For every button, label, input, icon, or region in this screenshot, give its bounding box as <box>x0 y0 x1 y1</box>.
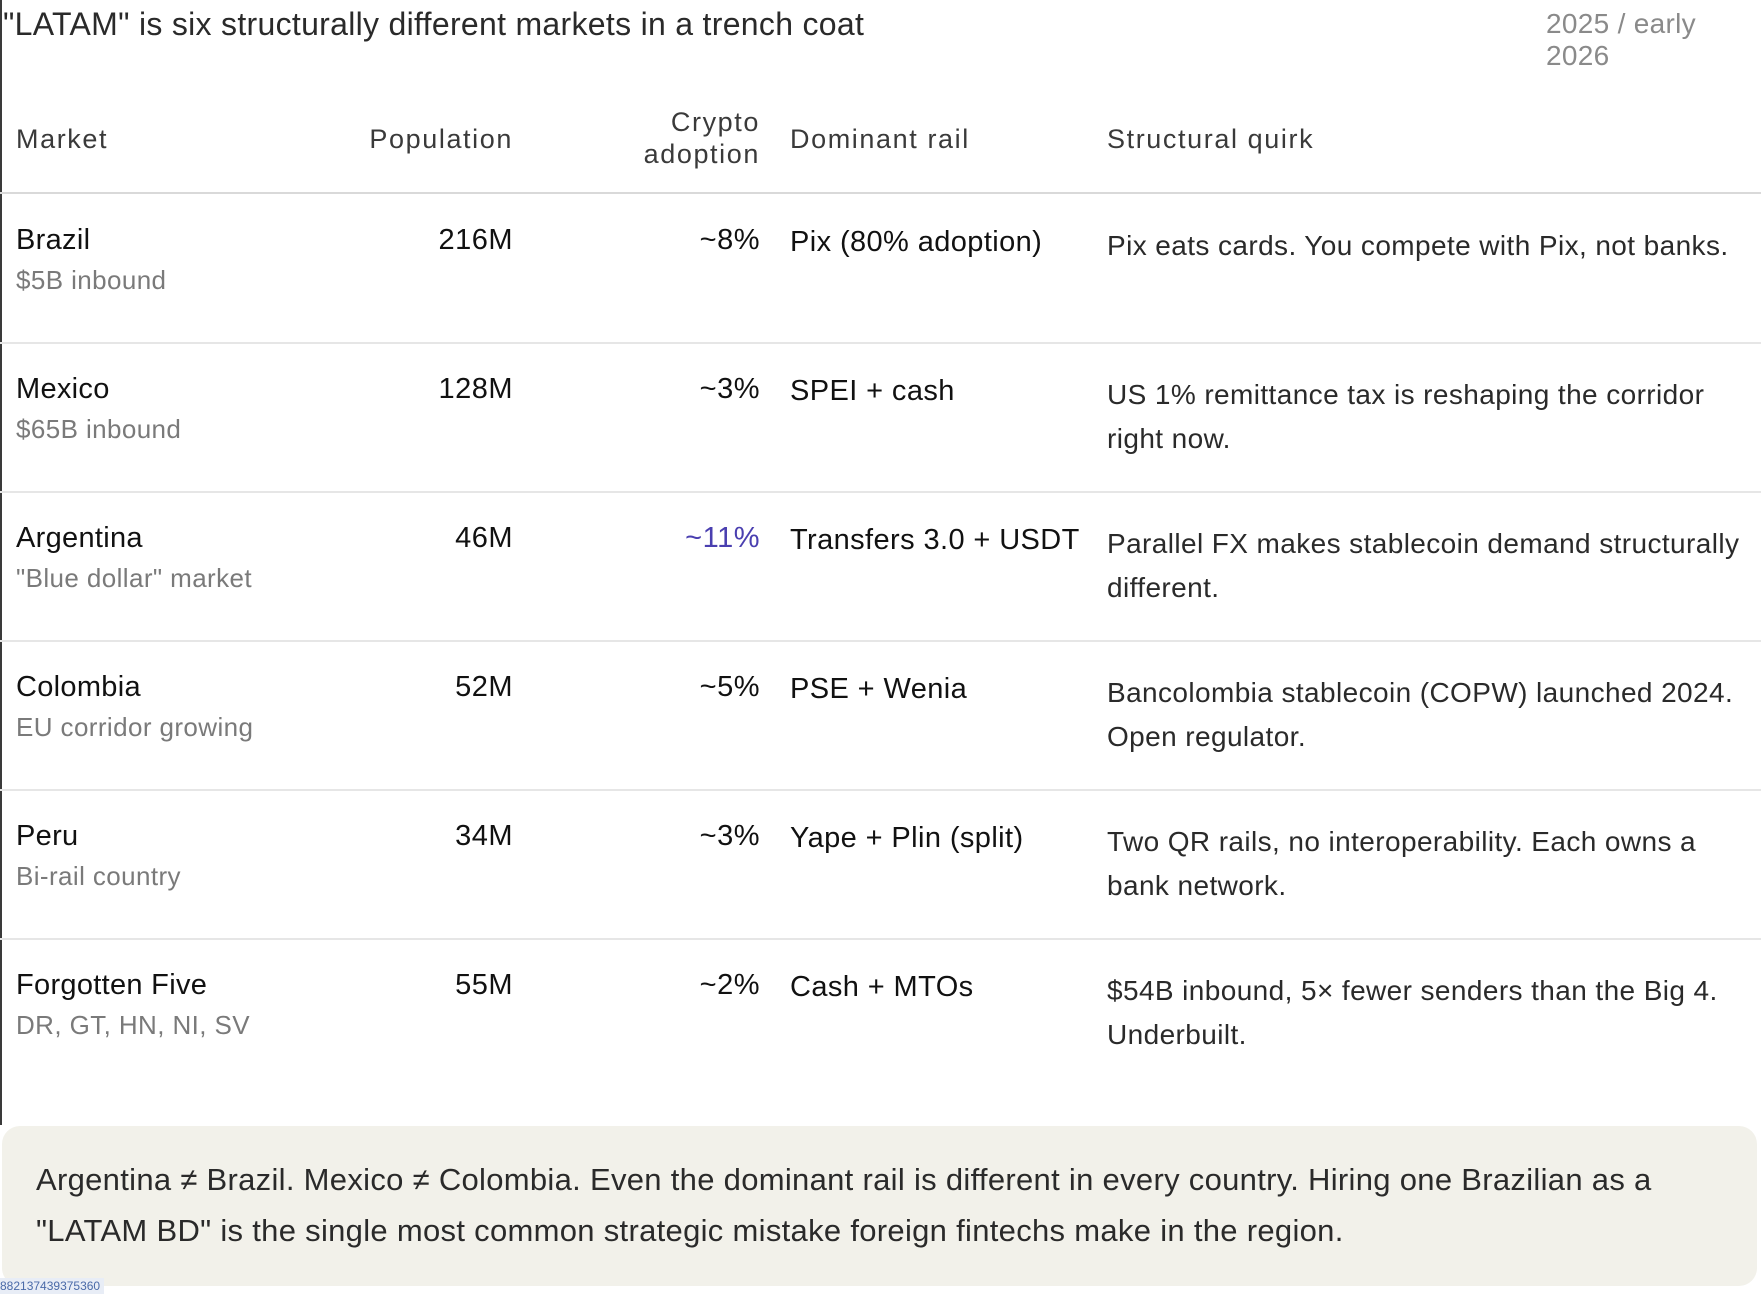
crypto-adoption-value: ~3% <box>699 820 760 852</box>
structural-quirk-value: US 1% remittance tax is reshaping the co… <box>1107 379 1705 454</box>
population-value: 34M <box>455 820 513 852</box>
market-note: EU corridor growing <box>16 712 254 742</box>
dominant-rail-value: Transfers 3.0 + USDT <box>790 524 1080 556</box>
population-value: 128M <box>438 373 513 405</box>
crypto-adoption-value: ~5% <box>699 671 760 703</box>
dominant-rail-value: Yape + Plin (split) <box>790 822 1024 854</box>
table-row: Mexico $65B inbound 128M ~3% SPEI + cash… <box>0 343 1761 493</box>
date-label: 2025 / early 2026 <box>1546 8 1696 71</box>
header-dominant-rail: Dominant rail <box>790 124 970 154</box>
header-market: Market <box>16 124 109 154</box>
market-note: Bi-rail country <box>16 861 181 891</box>
market-name: Forgotten Five <box>16 969 208 1001</box>
table-row: Forgotten Five DR, GT, HN, NI, SV 55M ~2… <box>0 939 1761 1087</box>
structural-quirk-value: Parallel FX makes stablecoin demand stru… <box>1107 528 1740 603</box>
population-value: 46M <box>455 522 513 554</box>
dominant-rail-value: Pix (80% adoption) <box>790 226 1043 258</box>
market-name: Peru <box>16 820 79 852</box>
structural-quirk-value: Two QR rails, no interoperability. Each … <box>1107 826 1697 901</box>
market-note: $5B inbound <box>16 265 167 295</box>
table-row: Peru Bi-rail country 34M ~3% Yape + Plin… <box>0 790 1761 940</box>
dominant-rail-value: SPEI + cash <box>790 375 955 407</box>
footer-id-tag: 882137439375360 <box>0 1278 105 1294</box>
table-header: Market Population Crypto adoption Domina… <box>0 100 1761 194</box>
dominant-rail-value: Cash + MTOs <box>790 971 974 1003</box>
header-crypto-adoption: Crypto adoption <box>643 107 760 169</box>
market-note: DR, GT, HN, NI, SV <box>16 1010 251 1040</box>
structural-quirk-value: Pix eats cards. You compete with Pix, no… <box>1107 230 1729 261</box>
population-value: 216M <box>438 224 513 256</box>
market-name: Mexico <box>16 373 110 405</box>
table-row: Argentina "Blue dollar" market 46M ~11% … <box>0 492 1761 642</box>
crypto-adoption-value: ~3% <box>699 373 760 405</box>
crypto-adoption-value: ~2% <box>699 969 760 1001</box>
header-structural-quirk: Structural quirk <box>1107 124 1315 154</box>
table-row: Brazil $5B inbound 216M ~8% Pix (80% ado… <box>0 194 1761 344</box>
crypto-adoption-value: ~8% <box>699 224 760 256</box>
summary-callout: Argentina ≠ Brazil. Mexico ≠ Colombia. E… <box>2 1126 1757 1286</box>
population-value: 55M <box>455 969 513 1001</box>
crypto-adoption-value-highlighted: ~11% <box>685 522 760 554</box>
structural-quirk-value: $54B inbound, 5× fewer senders than the … <box>1107 975 1718 1050</box>
table-row: Colombia EU corridor growing 52M ~5% PSE… <box>0 641 1761 791</box>
callout-text: Argentina ≠ Brazil. Mexico ≠ Colombia. E… <box>36 1162 1652 1248</box>
market-note: $65B inbound <box>16 414 182 444</box>
dominant-rail-value: PSE + Wenia <box>790 673 968 705</box>
market-name: Colombia <box>16 671 141 703</box>
market-name: Brazil <box>16 224 91 256</box>
page-title: "LATAM" is six structurally different ma… <box>3 6 865 42</box>
population-value: 52M <box>455 671 513 703</box>
market-name: Argentina <box>16 522 143 554</box>
header-population: Population <box>369 124 513 154</box>
structural-quirk-value: Bancolombia stablecoin (COPW) launched 2… <box>1107 677 1734 752</box>
left-border <box>0 0 2 1125</box>
market-note: "Blue dollar" market <box>16 563 252 593</box>
